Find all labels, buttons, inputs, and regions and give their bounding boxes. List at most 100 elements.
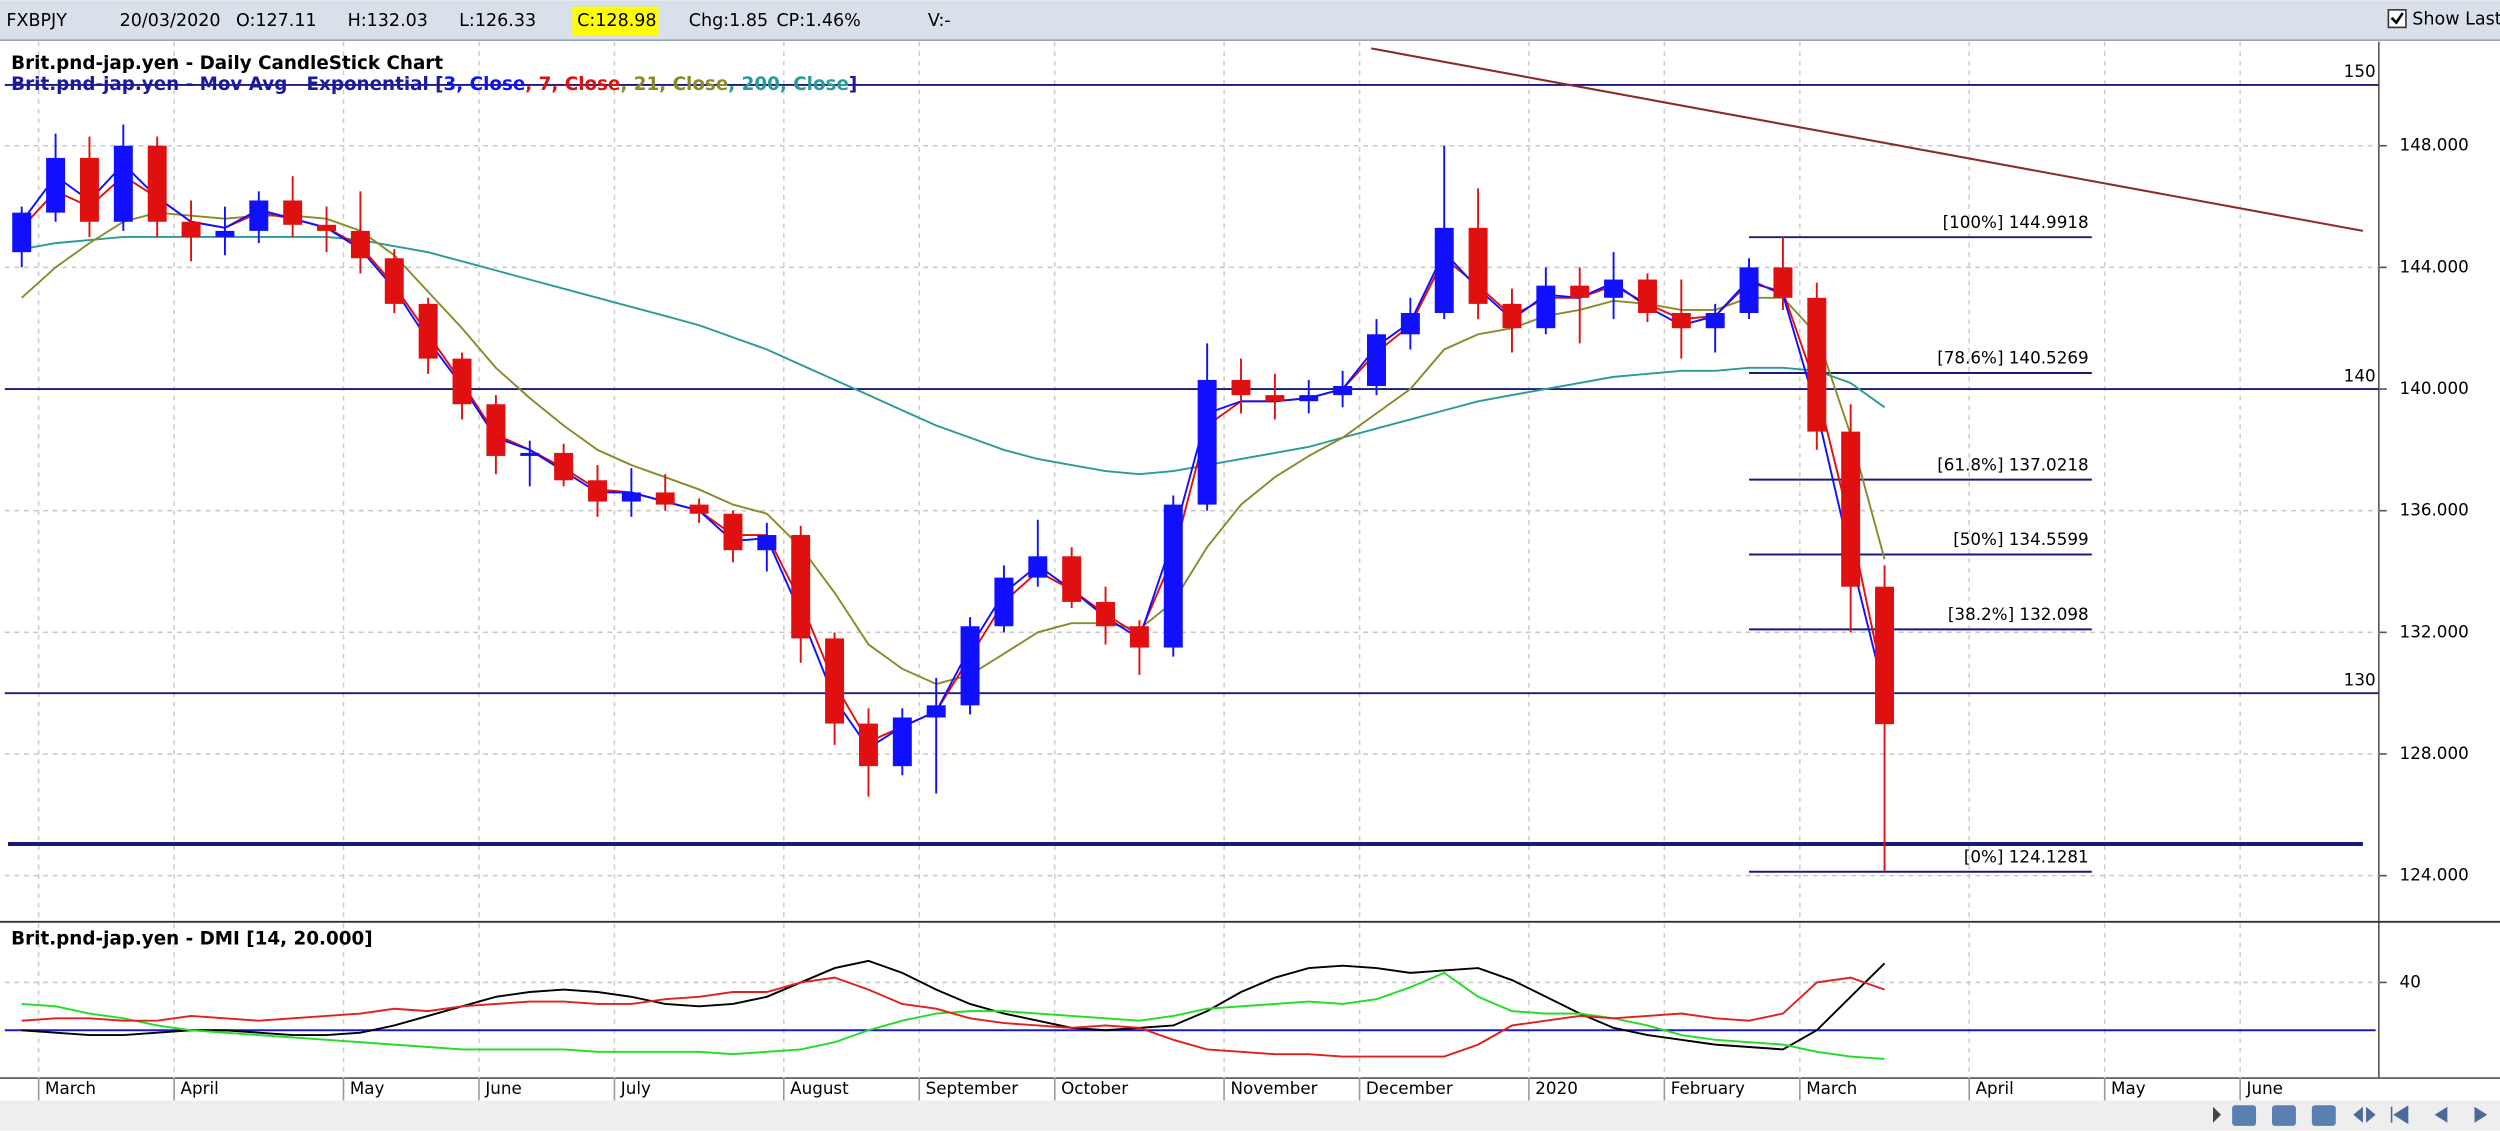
axes: March April May June July August September Octo…: [37, 61, 2469, 1101]
ma-legend: Brit.pnd-jap.yen - Mov Avg Exponential […: [11, 74, 857, 95]
candle-body: [1265, 395, 1285, 402]
fib-label: [61.8%] 137.0218: [1937, 454, 2088, 474]
candle-body: [1197, 379, 1217, 505]
candle-body: [486, 404, 506, 456]
candle-body: [1875, 586, 1895, 725]
candle-body: [1333, 385, 1353, 396]
header-bar: [0, 0, 2500, 41]
close-highlight: [572, 6, 659, 36]
date: 20/03/2020: [120, 11, 221, 31]
x-tick-label: May: [350, 1078, 385, 1098]
y-tick-label: 128.000: [2400, 743, 2469, 763]
candle-body: [317, 224, 337, 231]
fib-label: [38.2%] 132.098: [1948, 604, 2089, 624]
x-tick-label: March: [1806, 1078, 1857, 1098]
fib-label: [100%] 144.9918: [1943, 212, 2089, 232]
candle-body: [113, 145, 133, 222]
candle-body: [791, 535, 811, 639]
prev-button[interactable]: [2434, 1106, 2448, 1123]
moving-average: [21, 235, 1886, 476]
volume: V:-: [928, 11, 951, 31]
dmi-line: [21, 976, 1885, 1058]
dmi-line: [21, 959, 1886, 1051]
low: L:126.33: [459, 11, 536, 31]
x-tick-label: October: [1061, 1078, 1128, 1098]
candle-body: [994, 577, 1014, 627]
legend-entry: 200, Close: [742, 74, 849, 95]
fib-label: [50%] 134.5599: [1953, 529, 2088, 549]
level-label: 130: [2344, 669, 2376, 689]
x-tick-label: April: [1976, 1078, 2014, 1098]
x-tick-label: December: [1366, 1078, 1453, 1098]
next-button[interactable]: [2474, 1106, 2488, 1123]
zoom-button[interactable]: [2353, 1106, 2376, 1123]
fib-label: [78.6%] 140.5269: [1937, 348, 2088, 368]
y-tick-label: 136.000: [2400, 500, 2469, 520]
candle-body: [1841, 431, 1861, 587]
candle-body: [689, 504, 709, 514]
show-last-checkbox[interactable]: [2387, 9, 2407, 29]
candle-body: [147, 145, 167, 222]
y-tick-label: 148.000: [2400, 135, 2469, 155]
candle-body: [384, 258, 404, 304]
candle-body: [1062, 556, 1082, 602]
candle-body: [249, 200, 269, 231]
candle-body: [554, 452, 574, 481]
candle-body: [960, 626, 980, 706]
candle-body: [418, 303, 438, 359]
high: H:132.03: [348, 11, 428, 31]
price-panel: [100%] 144.9918 [78.6%] 140.5269 [61.8%] 1…: [4, 41, 2379, 921]
candle-body: [12, 212, 32, 253]
scroll-bar: [0, 1100, 2500, 1131]
y-tick-label: 132.000: [2400, 621, 2469, 641]
tool-button[interactable]: [2232, 1105, 2257, 1126]
candle-body: [655, 492, 675, 505]
candle-body: [1129, 626, 1149, 648]
y-tick-label: 124.000: [2400, 865, 2469, 885]
scroll-right[interactable]: [2213, 1106, 2221, 1123]
x-tick-label: July: [620, 1078, 651, 1098]
x-tick-label: August: [790, 1078, 849, 1098]
legend-entry: 21, Close: [634, 74, 729, 95]
candle-body: [1807, 297, 1827, 432]
tool-button[interactable]: [2311, 1105, 2336, 1126]
candle-body: [181, 221, 201, 237]
y-tick-label: 144.000: [2400, 256, 2469, 276]
legend-separator: ,: [525, 74, 538, 95]
candle-body: [1231, 379, 1251, 396]
dmi-line: [21, 971, 1885, 1060]
x-tick-label: June: [2246, 1078, 2283, 1098]
x-tick-label: February: [1671, 1078, 1745, 1098]
candle-body: [858, 723, 878, 767]
legend-separator: ,: [620, 74, 633, 95]
candle-body: [892, 717, 912, 767]
level-label: 150: [2344, 61, 2376, 81]
trendline: [1370, 47, 2364, 232]
legend-separator: ,: [728, 74, 741, 95]
candle-body: [46, 157, 66, 213]
y-tick-label: 40: [2400, 971, 2421, 991]
candle-body: [1434, 227, 1454, 314]
price-title: Brit.pnd-jap.yen - Daily CandleStick Cha…: [11, 53, 443, 74]
tool-button[interactable]: [2272, 1105, 2296, 1126]
legend-prefix: Brit.pnd-jap.yen - Mov Avg Exponential [: [11, 74, 443, 95]
dmi-panel: [4, 923, 2379, 1079]
candle-body: [283, 200, 303, 225]
candle-body: [1739, 267, 1759, 314]
candle-body: [1400, 313, 1420, 335]
legend-suffix: ]: [849, 74, 857, 95]
first-button[interactable]: [2390, 1105, 2409, 1125]
candle-body: [1570, 285, 1590, 298]
candle-body: [757, 535, 777, 551]
candle-body: [621, 492, 641, 502]
candle-body: [1367, 334, 1386, 386]
level-label: 140: [2344, 365, 2376, 385]
legend-entry: 3, Close: [444, 74, 526, 95]
x-tick-label: June: [484, 1078, 521, 1098]
x-tick-label: March: [45, 1078, 96, 1098]
show-last-label: Show Last: [2412, 9, 2500, 29]
checkmark: [2390, 12, 2404, 25]
candle-body: [1163, 504, 1183, 648]
